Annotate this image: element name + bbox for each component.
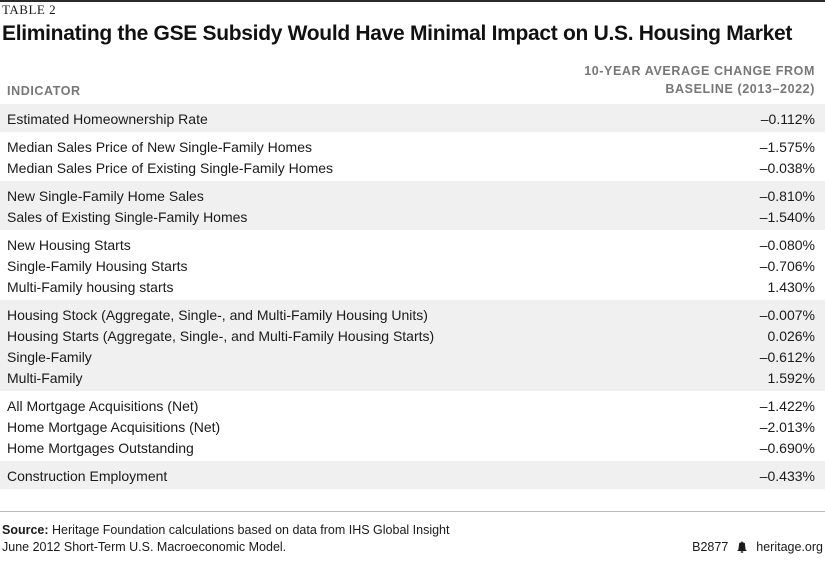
row-group: All Mortgage Acquisitions (Net) –1.422% Ho… — [0, 391, 825, 461]
table-row: All Mortgage Acquisitions (Net) –1.422% — [0, 395, 825, 416]
row-group: New Single-Family Home Sales –0.810% Sales… — [0, 181, 825, 230]
source-line1: Heritage Foundation calculations based o… — [52, 523, 450, 537]
change-value-cell: –0.810% — [759, 187, 815, 204]
source-label: Source: — [2, 523, 49, 537]
indicator-cell: Construction Employment — [7, 467, 168, 484]
change-value-cell: –2.013% — [759, 418, 815, 435]
indicator-cell: Estimated Homeownership Rate — [7, 110, 208, 127]
indicator-cell: Housing Stock (Aggregate, Single-, and M… — [7, 306, 428, 323]
change-column-header-line2: BASELINE (2013–2022) — [665, 82, 815, 96]
table-row: Median Sales Price of Existing Single-Fa… — [0, 157, 825, 178]
table-row: Estimated Homeownership Rate –0.112% — [0, 108, 825, 129]
site-link[interactable]: heritage.org — [756, 540, 823, 554]
change-value-cell: 1.592% — [767, 369, 815, 386]
table-row: Sales of Existing Single-Family Homes –1.… — [0, 206, 825, 227]
row-group: Median Sales Price of New Single-Family … — [0, 132, 825, 181]
indicator-cell: Sales of Existing Single-Family Homes — [7, 208, 248, 225]
change-value-cell: –0.007% — [759, 306, 815, 323]
change-value-cell: –0.690% — [759, 439, 815, 456]
indicator-cell: New Housing Starts — [7, 236, 131, 253]
change-value-cell: –0.612% — [759, 348, 815, 365]
row-group: Housing Stock (Aggregate, Single-, and M… — [0, 300, 825, 391]
indicator-cell: Housing Starts (Aggregate, Single-, and … — [7, 327, 435, 344]
table-row: Construction Employment –0.433% — [0, 465, 825, 486]
row-group: New Housing Starts –0.080% Single-Family H… — [0, 230, 825, 300]
report-code: B2877 — [692, 540, 729, 554]
indicator-column-header: INDICATOR — [7, 84, 81, 98]
table-row: Housing Starts (Aggregate, Single-, and … — [0, 325, 825, 346]
source-note: Source: Heritage Foundation calculations… — [2, 522, 450, 556]
row-group: Estimated Homeownership Rate –0.112% — [0, 104, 825, 132]
source-line2: June 2012 Short-Term U.S. Macroeconomic … — [2, 540, 287, 554]
indicator-cell: Home Mortgages Outstanding — [7, 439, 194, 456]
indicator-cell: All Mortgage Acquisitions (Net) — [7, 397, 199, 414]
indicator-cell: Median Sales Price of Existing Single-Fa… — [7, 159, 334, 176]
change-value-cell: 1.430% — [767, 278, 815, 295]
table-row: New Single-Family Home Sales –0.810% — [0, 185, 825, 206]
change-column-header: 10-YEAR AVERAGE CHANGE FROM BASELINE (20… — [584, 62, 815, 98]
brand-block: B2877 heritage.org — [692, 540, 823, 554]
table-body: Estimated Homeownership Rate –0.112% Media… — [0, 104, 825, 489]
table-row: Multi-Family housing starts 1.430% — [0, 276, 825, 297]
table-row: Home Mortgage Acquisitions (Net) –2.013% — [0, 416, 825, 437]
change-value-cell: –0.706% — [759, 257, 815, 274]
indicator-cell: Multi-Family — [7, 369, 83, 386]
top-rule — [0, 0, 825, 2]
table-row: Housing Stock (Aggregate, Single-, and M… — [0, 304, 825, 325]
indicator-cell: Multi-Family housing starts — [7, 278, 174, 295]
table-row: Median Sales Price of New Single-Family … — [0, 136, 825, 157]
indicator-cell: Single-Family — [7, 348, 92, 365]
row-group: Construction Employment –0.433% — [0, 461, 825, 489]
indicator-cell: New Single-Family Home Sales — [7, 187, 204, 204]
change-column-header-line1: 10-YEAR AVERAGE CHANGE FROM — [584, 64, 815, 78]
change-value-cell: –1.422% — [759, 397, 815, 414]
table-title: Eliminating the GSE Subsidy Would Have M… — [2, 22, 793, 45]
table-row: Home Mortgages Outstanding –0.690% — [0, 437, 825, 458]
change-value-cell: –1.540% — [759, 208, 815, 225]
table-row: Single-Family –0.612% — [0, 346, 825, 367]
indicator-cell: Median Sales Price of New Single-Family … — [7, 138, 312, 155]
bottom-rule — [0, 511, 825, 512]
indicator-cell: Home Mortgage Acquisitions (Net) — [7, 418, 221, 435]
change-value-cell: –1.575% — [759, 138, 815, 155]
change-value-cell: –0.433% — [759, 467, 815, 484]
table-row: New Housing Starts –0.080% — [0, 234, 825, 255]
change-value-cell: –0.038% — [759, 159, 815, 176]
change-value-cell: –0.080% — [759, 236, 815, 253]
table-row: Multi-Family 1.592% — [0, 367, 825, 388]
table-row: Single-Family Housing Starts –0.706% — [0, 255, 825, 276]
indicator-cell: Single-Family Housing Starts — [7, 257, 188, 274]
table-label: TABLE 2 — [2, 2, 57, 17]
liberty-bell-icon — [737, 541, 748, 553]
table-header: INDICATOR 10-YEAR AVERAGE CHANGE FROM BA… — [0, 64, 825, 102]
change-value-cell: –0.112% — [760, 110, 815, 127]
change-value-cell: 0.026% — [767, 327, 815, 344]
